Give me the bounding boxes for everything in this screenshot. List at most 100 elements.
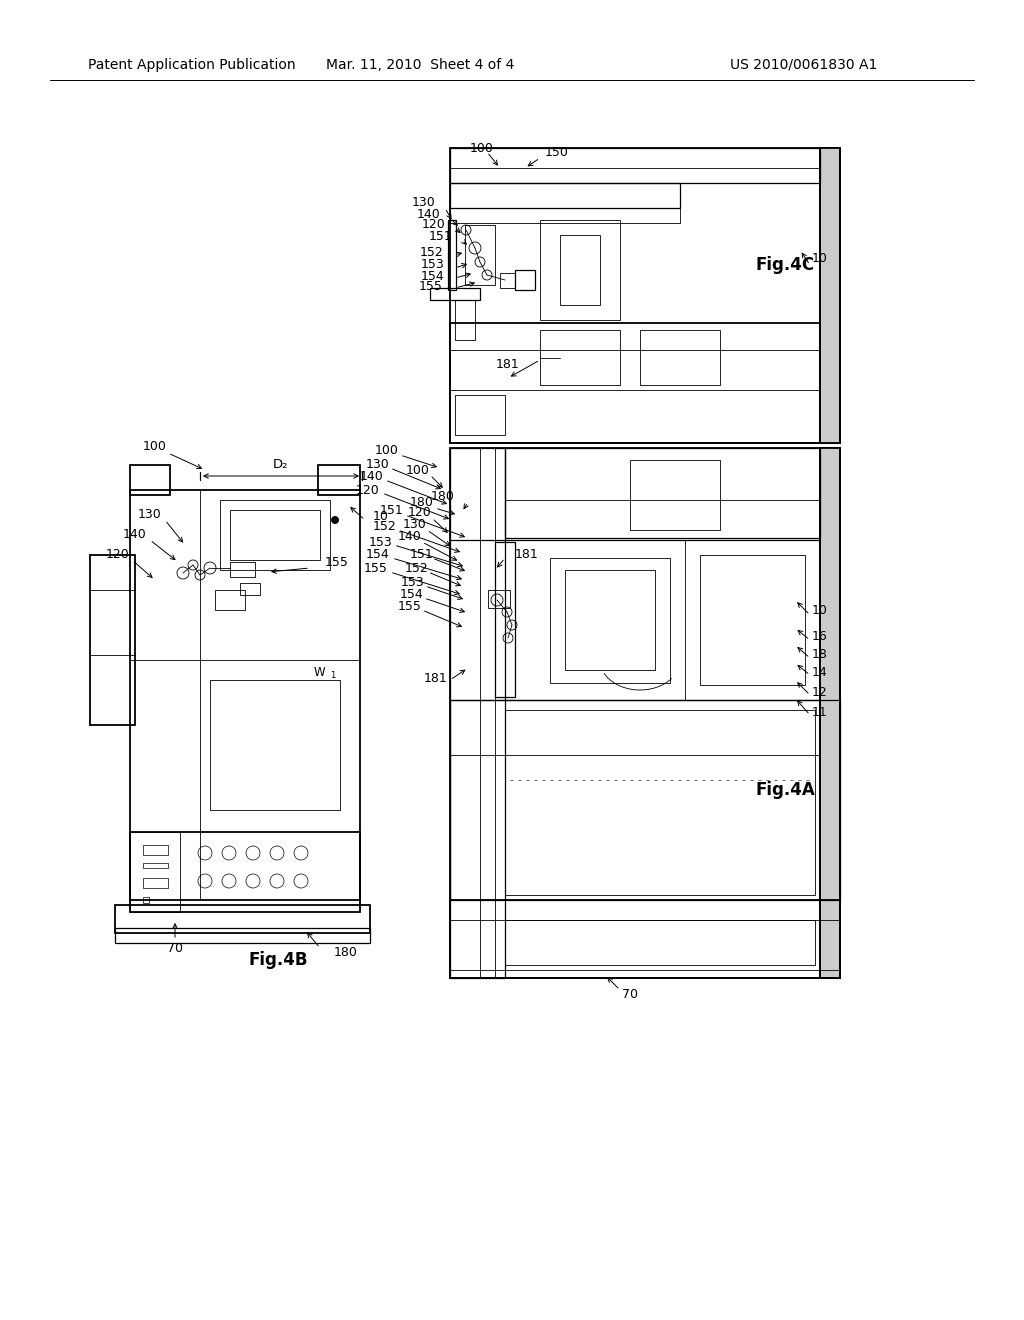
- Text: 181: 181: [496, 359, 520, 371]
- Bar: [230, 510, 319, 560]
- Bar: [143, 863, 168, 869]
- Text: Patent Application Publication: Patent Application Publication: [88, 58, 296, 73]
- Bar: [488, 590, 510, 609]
- Text: 155: 155: [365, 562, 388, 576]
- Text: 14: 14: [812, 665, 827, 678]
- Text: D₂: D₂: [273, 458, 289, 471]
- Bar: [220, 500, 330, 570]
- Bar: [115, 928, 370, 942]
- Bar: [505, 540, 820, 700]
- Bar: [640, 330, 720, 385]
- Bar: [820, 447, 840, 978]
- Text: Fig.4A: Fig.4A: [756, 781, 815, 799]
- Bar: [505, 710, 815, 895]
- Text: 130: 130: [138, 507, 162, 520]
- Bar: [430, 288, 480, 300]
- Text: 70: 70: [167, 941, 183, 954]
- Bar: [130, 490, 360, 900]
- Bar: [143, 898, 150, 903]
- Text: 140: 140: [123, 528, 146, 541]
- Text: 120: 120: [409, 506, 432, 519]
- Bar: [230, 562, 255, 577]
- Bar: [143, 845, 168, 855]
- Bar: [240, 583, 260, 595]
- Bar: [450, 900, 840, 978]
- Text: US 2010/0061830 A1: US 2010/0061830 A1: [730, 58, 878, 73]
- Text: 180: 180: [431, 491, 455, 503]
- Text: 16: 16: [812, 630, 827, 643]
- Text: 130: 130: [403, 517, 427, 531]
- Bar: [449, 220, 456, 290]
- Bar: [515, 271, 535, 290]
- Text: W: W: [313, 665, 325, 678]
- Bar: [450, 700, 840, 900]
- Bar: [820, 148, 840, 444]
- Circle shape: [331, 516, 339, 524]
- Text: 100: 100: [407, 463, 430, 477]
- Text: Fig.4C: Fig.4C: [756, 256, 815, 275]
- Bar: [495, 543, 515, 697]
- Text: 140: 140: [360, 470, 384, 483]
- Text: 100: 100: [143, 441, 167, 454]
- Text: 154: 154: [420, 269, 444, 282]
- Bar: [115, 906, 370, 933]
- Bar: [700, 554, 805, 685]
- Text: 153: 153: [420, 259, 444, 272]
- Text: 152: 152: [373, 520, 397, 533]
- Text: 100: 100: [375, 444, 399, 457]
- Text: 10: 10: [812, 252, 827, 264]
- Bar: [540, 220, 620, 319]
- Text: 18: 18: [812, 648, 827, 660]
- Bar: [450, 447, 840, 978]
- Text: 180: 180: [334, 945, 357, 958]
- Bar: [450, 920, 840, 970]
- Text: 120: 120: [421, 218, 445, 231]
- Bar: [90, 554, 135, 725]
- Bar: [565, 570, 655, 671]
- Text: 130: 130: [412, 197, 435, 210]
- Text: 155: 155: [398, 601, 422, 614]
- Bar: [685, 540, 820, 700]
- Bar: [130, 832, 360, 912]
- Text: 155: 155: [325, 557, 349, 569]
- Text: 152: 152: [419, 247, 443, 260]
- Bar: [143, 878, 168, 888]
- Text: 155: 155: [419, 281, 443, 293]
- Bar: [215, 590, 245, 610]
- Text: Mar. 11, 2010  Sheet 4 of 4: Mar. 11, 2010 Sheet 4 of 4: [326, 58, 514, 73]
- Text: Fig.4B: Fig.4B: [248, 950, 308, 969]
- Bar: [505, 447, 820, 539]
- Text: 181: 181: [424, 672, 447, 685]
- Bar: [455, 395, 505, 436]
- Text: 140: 140: [398, 531, 422, 544]
- Text: 154: 154: [400, 587, 424, 601]
- Text: 152: 152: [406, 561, 429, 574]
- Bar: [450, 183, 680, 209]
- Bar: [130, 832, 180, 912]
- Bar: [130, 465, 170, 495]
- Bar: [455, 300, 475, 341]
- Bar: [540, 330, 620, 385]
- Bar: [450, 209, 680, 223]
- Text: 150: 150: [545, 147, 569, 160]
- Text: 151: 151: [380, 504, 403, 517]
- Bar: [450, 447, 505, 978]
- Bar: [560, 235, 600, 305]
- Bar: [450, 323, 820, 444]
- Text: 10: 10: [812, 603, 827, 616]
- Bar: [550, 558, 670, 682]
- Text: 151: 151: [411, 548, 434, 561]
- Text: 11: 11: [812, 705, 827, 718]
- Text: 153: 153: [401, 576, 425, 589]
- Bar: [505, 920, 815, 965]
- Text: 70: 70: [622, 989, 638, 1002]
- Text: 10: 10: [373, 511, 389, 524]
- Bar: [318, 465, 360, 495]
- Bar: [500, 273, 515, 288]
- Bar: [450, 148, 840, 444]
- Text: 120: 120: [106, 549, 130, 561]
- Text: 130: 130: [367, 458, 390, 470]
- Text: 12: 12: [812, 685, 827, 698]
- Text: 151: 151: [428, 231, 452, 243]
- Text: 120: 120: [356, 483, 380, 496]
